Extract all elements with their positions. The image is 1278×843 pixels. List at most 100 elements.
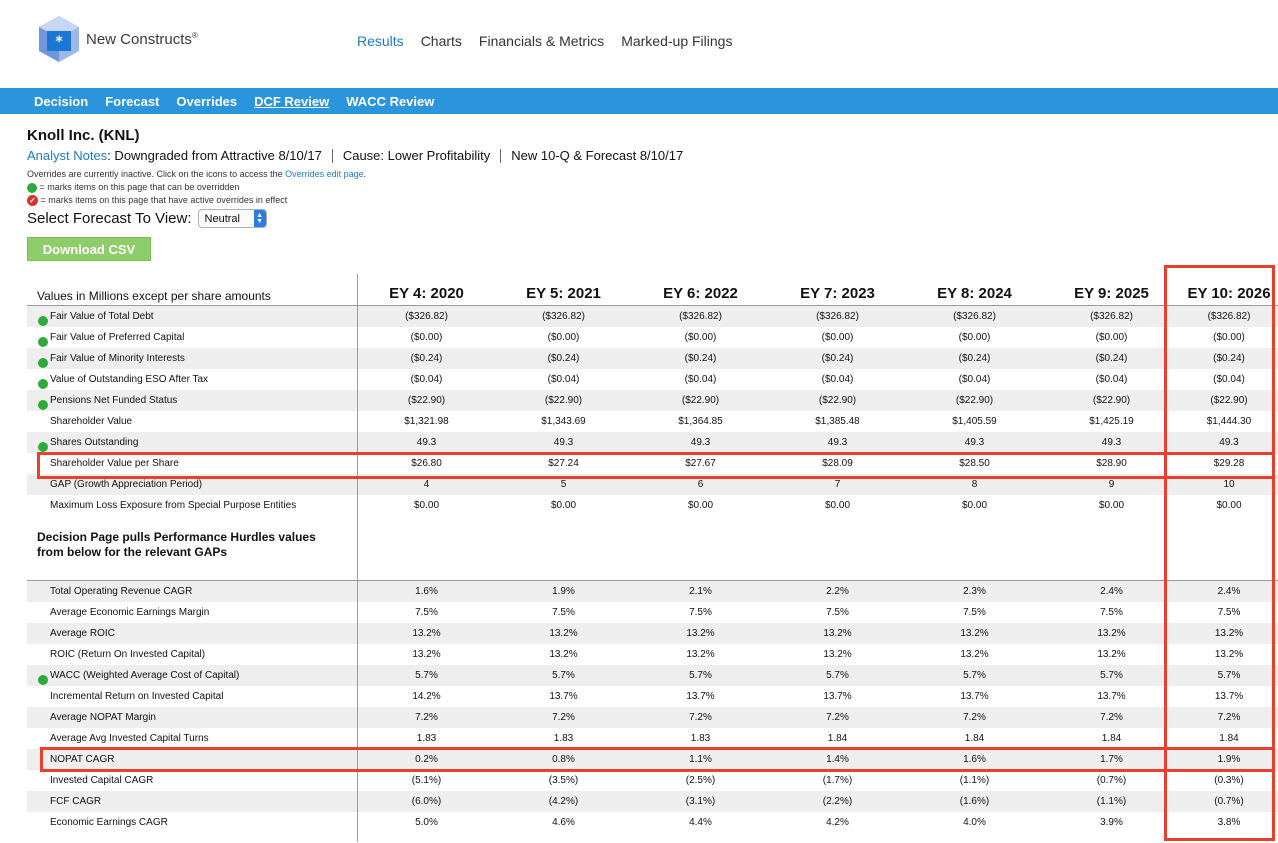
table-cell: 13.2% bbox=[1214, 649, 1244, 660]
table-cell: $1,364.85 bbox=[678, 416, 723, 427]
section-heading: Decision Page pulls Performance Hurdles … bbox=[27, 516, 358, 579]
table-cell: $29.28 bbox=[1213, 458, 1245, 469]
row-label: Average ROIC bbox=[27, 628, 358, 639]
row-label[interactable]: Pensions Net Funded Status bbox=[27, 395, 358, 410]
override-available-icon[interactable] bbox=[38, 675, 48, 685]
analyst-notes-link[interactable]: Analyst Notes bbox=[27, 148, 108, 163]
row-label-text: ROIC (Return On Invested Capital) bbox=[50, 649, 206, 660]
site-header: * New Constructs® Results Charts Financi… bbox=[0, 0, 1278, 86]
table-cell: $27.67 bbox=[685, 458, 716, 469]
table-cell: ($326.82) bbox=[816, 311, 859, 322]
table-cell: $0.00 bbox=[550, 500, 577, 511]
table-cell: 13.2% bbox=[412, 649, 441, 660]
update-text: New 10-Q & Forecast 8/10/17 bbox=[511, 148, 684, 163]
table-cell: 13.7% bbox=[823, 691, 852, 702]
table-cell: ($0.24) bbox=[1213, 353, 1245, 364]
table-cell: ($0.24) bbox=[547, 353, 580, 364]
override-available-icon[interactable] bbox=[38, 379, 48, 389]
table-cell: 5.7% bbox=[1217, 670, 1241, 681]
row-label[interactable]: WACC (Weighted Average Cost of Capital) bbox=[27, 670, 358, 685]
performance-hurdles-section: Decision Page pulls Performance Hurdles … bbox=[27, 516, 1278, 581]
table-cell: ($22.90) bbox=[1092, 395, 1131, 406]
override-available-icon[interactable] bbox=[38, 316, 48, 326]
cause-text: Cause: Lower Profitability bbox=[342, 148, 491, 163]
table-cell: (2.2%) bbox=[822, 796, 853, 807]
table-cell: 1.84 bbox=[1101, 733, 1122, 744]
table-cell: $1,321.98 bbox=[404, 416, 449, 427]
table-cell: 49.3 bbox=[964, 437, 985, 448]
row-label: Shareholder Value bbox=[27, 416, 358, 427]
row-label: Average NOPAT Margin bbox=[27, 712, 358, 723]
override-available-icon[interactable] bbox=[38, 337, 48, 347]
table-cell: ($22.90) bbox=[681, 395, 720, 406]
highlight-box-nopat-cagr bbox=[40, 747, 1275, 772]
row-label-text: Average ROIC bbox=[50, 628, 115, 639]
table-cell: 5 bbox=[560, 479, 567, 490]
table-cell: 1.1% bbox=[689, 754, 712, 765]
table-cell: 7.2% bbox=[415, 712, 438, 723]
table-cell: $0.00 bbox=[413, 500, 440, 511]
table-cell: 1.84 bbox=[1219, 733, 1239, 744]
overrides-status-text: Overrides are currently inactive. Click … bbox=[27, 169, 286, 179]
table-cell: (6.0%) bbox=[411, 796, 442, 807]
table-units-label: Values in Millions except per share amou… bbox=[37, 288, 271, 303]
table-cell: $1,444.30 bbox=[1206, 416, 1252, 427]
table-cell: 3.9% bbox=[1100, 817, 1123, 828]
table-row: Economic Earnings CAGR 5.0% 4.6% 4.4% 4.2% 4.… bbox=[27, 812, 1278, 833]
table-cell: 49.3 bbox=[827, 437, 848, 448]
column-header: EY 10: 2026 bbox=[1187, 285, 1271, 302]
forecast-dropdown[interactable]: Neutral ▲ ▼ bbox=[197, 209, 267, 228]
table-row: ROIC (Return On Invested Capital) 13.2% 13… bbox=[27, 644, 1278, 665]
row-label[interactable]: Fair Value of Preferred Capital bbox=[27, 332, 358, 347]
row-label[interactable]: Shares Outstanding bbox=[27, 437, 358, 452]
table-cell: (5.1%) bbox=[411, 775, 442, 786]
subnav-forecast[interactable]: Forecast bbox=[105, 93, 160, 109]
chevron-up-down-icon: ▲ ▼ bbox=[253, 210, 266, 227]
row-label[interactable]: Fair Value of Minority Interests bbox=[27, 353, 358, 368]
nav-marked-up-filings[interactable]: Marked-up Filings bbox=[621, 33, 733, 49]
table-cell: (1.1%) bbox=[959, 775, 990, 786]
brand-name[interactable]: New Constructs® bbox=[86, 31, 198, 48]
row-label[interactable]: Fair Value of Total Debt bbox=[27, 311, 358, 326]
subnav-decision[interactable]: Decision bbox=[34, 93, 89, 109]
table-cell: 2.4% bbox=[1100, 586, 1123, 597]
row-label-text: Shares Outstanding bbox=[50, 437, 139, 448]
row-label-text: Economic Earnings CAGR bbox=[50, 817, 168, 828]
hurdle-rows: Total Operating Revenue CAGR 1.6% 1.9% 2.1%… bbox=[27, 581, 1278, 833]
nav-charts[interactable]: Charts bbox=[420, 33, 462, 49]
table-cell: (0.7%) bbox=[1096, 775, 1127, 786]
table-cell: 2.1% bbox=[689, 586, 712, 597]
subnav-wacc-review[interactable]: WACC Review bbox=[346, 93, 435, 109]
table-row: Average Economic Earnings Margin 7.5% 7.5%… bbox=[27, 602, 1278, 623]
overrides-edit-link[interactable]: Overrides edit page bbox=[285, 169, 364, 179]
table-cell: 49.3 bbox=[416, 437, 437, 448]
table-cell: 13.2% bbox=[549, 628, 578, 639]
table-cell: 7.5% bbox=[826, 607, 849, 618]
table-row: Shares Outstanding 49.3 49.3 49.3 49.3 49.3 49… bbox=[27, 432, 1278, 453]
table-cell: 1.6% bbox=[415, 586, 438, 597]
table-row: Value of Outstanding ESO After Tax ($0.04… bbox=[27, 369, 1278, 390]
table-cell: ($326.82) bbox=[953, 311, 996, 322]
table-cell: 1.9% bbox=[552, 586, 575, 597]
override-available-icon[interactable] bbox=[38, 442, 48, 452]
row-label-text: Fair Value of Preferred Capital bbox=[50, 332, 185, 343]
nav-results[interactable]: Results bbox=[357, 33, 404, 49]
table-row: Average Avg Invested Capital Turns 1.83 1.… bbox=[27, 728, 1278, 749]
subnav-dcf-review[interactable]: DCF Review bbox=[254, 93, 330, 109]
override-available-icon[interactable] bbox=[38, 358, 48, 368]
nav-financials-metrics[interactable]: Financials & Metrics bbox=[478, 33, 605, 49]
forecast-label: Select Forecast To View: bbox=[27, 210, 192, 227]
row-label[interactable]: Value of Outstanding ESO After Tax bbox=[27, 374, 358, 389]
overrides-info: Overrides are currently inactive. Click … bbox=[27, 168, 366, 207]
subnav-overrides[interactable]: Overrides bbox=[176, 93, 238, 109]
row-label-text: Value of Outstanding ESO After Tax bbox=[50, 374, 209, 385]
table-cell: 4.0% bbox=[963, 817, 986, 828]
row-label-text: Incremental Return on Invested Capital bbox=[50, 691, 224, 702]
table-cell: (1.1%) bbox=[1096, 796, 1127, 807]
table-cell: $0.00 bbox=[1098, 500, 1125, 511]
table-cell: ($0.24) bbox=[684, 353, 717, 364]
download-csv-button[interactable]: Download CSV bbox=[27, 237, 151, 261]
table-cell: $0.00 bbox=[824, 500, 851, 511]
override-available-icon[interactable] bbox=[38, 400, 48, 410]
new-constructs-logo-icon[interactable]: * bbox=[36, 14, 82, 64]
